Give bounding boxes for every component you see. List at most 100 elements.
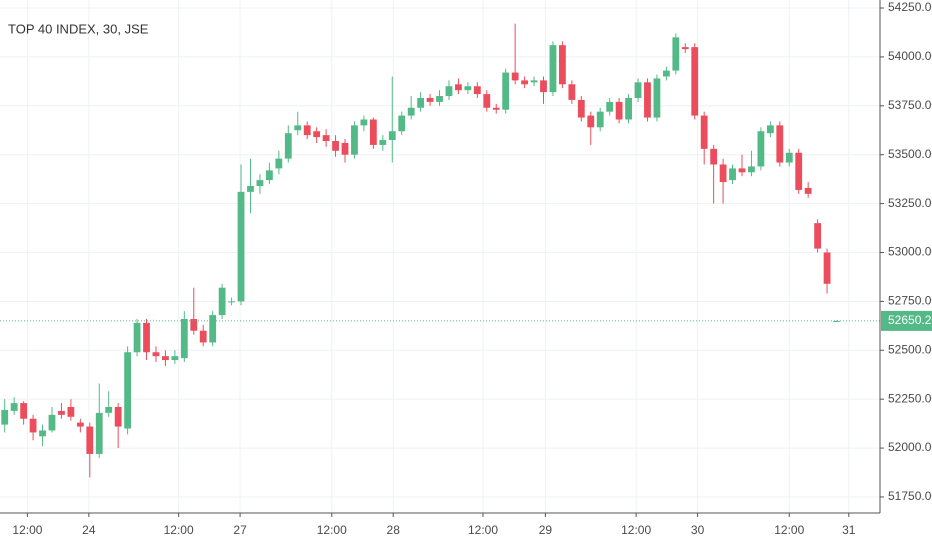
candle-body bbox=[265, 170, 273, 181]
candle-body bbox=[143, 322, 150, 353]
candle-body bbox=[86, 426, 94, 454]
candle-body bbox=[596, 111, 604, 128]
candle-body bbox=[162, 356, 169, 361]
candle-body bbox=[114, 406, 122, 427]
y-tick-label: 52500.00 bbox=[888, 342, 932, 356]
candle-body bbox=[351, 125, 358, 155]
x-tick-label: 30 bbox=[691, 523, 705, 537]
candle-body bbox=[247, 185, 254, 192]
candle-body bbox=[644, 82, 651, 118]
candle-body bbox=[218, 287, 226, 316]
candle-body bbox=[417, 97, 425, 108]
candle-body bbox=[691, 47, 699, 116]
x-tick-label: 12:00 bbox=[468, 523, 498, 537]
candle-body bbox=[76, 422, 84, 427]
candle-body bbox=[748, 166, 755, 173]
x-tick-label: 12:00 bbox=[164, 523, 194, 537]
candle-body bbox=[67, 406, 75, 417]
candle-body bbox=[492, 107, 500, 110]
y-tick-label: 53750.00 bbox=[888, 98, 932, 112]
candle-body bbox=[577, 99, 585, 118]
candle-body bbox=[29, 418, 37, 433]
candle-body bbox=[275, 158, 283, 169]
y-tick-label: 53250.00 bbox=[888, 196, 932, 210]
candle-body bbox=[662, 70, 670, 77]
candle-body bbox=[199, 330, 207, 343]
y-tick-label: 53500.00 bbox=[888, 147, 932, 161]
chart-title: TOP 40 INDEX, 30, JSE bbox=[8, 21, 149, 36]
y-tick-label: 52750.00 bbox=[888, 294, 932, 308]
candle-body bbox=[766, 125, 774, 134]
candle-body bbox=[48, 414, 56, 431]
candle-body bbox=[322, 135, 330, 142]
candle-body bbox=[625, 97, 632, 120]
candle-body bbox=[379, 140, 387, 145]
candle-body bbox=[568, 84, 576, 100]
candle-body bbox=[284, 133, 292, 159]
candle-body bbox=[814, 223, 822, 249]
candle-body bbox=[313, 131, 321, 138]
x-tick-label: 29 bbox=[539, 523, 553, 537]
candle-body bbox=[776, 125, 784, 163]
candle-body bbox=[190, 318, 198, 331]
candle-body bbox=[795, 152, 803, 190]
y-tick-label: 51750.00 bbox=[888, 489, 932, 503]
x-tick-label: 27 bbox=[233, 523, 247, 537]
candle-body bbox=[171, 356, 179, 361]
candle-body bbox=[124, 352, 132, 429]
candle-body bbox=[710, 148, 718, 165]
candle-body bbox=[473, 86, 481, 95]
x-tick-label: 12:00 bbox=[317, 523, 347, 537]
candle-body bbox=[521, 80, 528, 85]
candle-body bbox=[360, 119, 368, 126]
candle-body bbox=[511, 72, 519, 81]
candle-body bbox=[436, 96, 443, 102]
candle-body bbox=[39, 430, 46, 437]
candle-body bbox=[398, 115, 406, 132]
candle-body bbox=[152, 352, 160, 357]
candle-body bbox=[615, 101, 623, 120]
candle-body bbox=[719, 164, 727, 183]
x-tick-label: 24 bbox=[82, 523, 96, 537]
candle-body bbox=[20, 403, 28, 419]
candle-body bbox=[10, 403, 18, 411]
candle-body bbox=[823, 252, 831, 284]
candle-body bbox=[303, 125, 311, 136]
y-tick-label: 54000.00 bbox=[888, 49, 932, 63]
candle-body bbox=[228, 301, 235, 303]
y-tick-label: 53000.00 bbox=[888, 245, 932, 259]
candle-body bbox=[332, 141, 339, 151]
candle-body bbox=[1, 409, 9, 425]
candle-body bbox=[105, 406, 113, 413]
candle-body bbox=[549, 45, 557, 93]
candle-body bbox=[294, 125, 302, 131]
candle-body bbox=[445, 86, 453, 97]
candles bbox=[0, 23, 880, 478]
candle-body bbox=[606, 101, 614, 112]
candle-body bbox=[483, 94, 491, 108]
y-tick-label: 52000.00 bbox=[888, 440, 932, 454]
candle-body bbox=[180, 318, 188, 359]
candle-body bbox=[757, 131, 765, 167]
candle-body bbox=[407, 107, 415, 116]
candle-body bbox=[388, 131, 396, 141]
candle-body bbox=[634, 82, 642, 98]
candle-body bbox=[209, 315, 217, 343]
candle-body bbox=[587, 115, 595, 128]
candle-body bbox=[256, 180, 264, 186]
x-tick-label: 12:00 bbox=[12, 523, 42, 537]
candle-body bbox=[426, 97, 434, 102]
candle-body bbox=[653, 78, 661, 118]
candle-body bbox=[672, 37, 680, 71]
candle-body bbox=[530, 80, 538, 83]
candle-body bbox=[95, 412, 103, 454]
y-tick-label: 52250.00 bbox=[888, 391, 932, 405]
candle-body bbox=[502, 72, 510, 110]
last-price-box bbox=[881, 310, 932, 331]
candle-body bbox=[804, 187, 812, 194]
x-tick-label: 12:00 bbox=[621, 523, 651, 537]
candle-body bbox=[464, 86, 472, 91]
candle-body bbox=[833, 320, 840, 322]
candle-body bbox=[700, 115, 708, 149]
